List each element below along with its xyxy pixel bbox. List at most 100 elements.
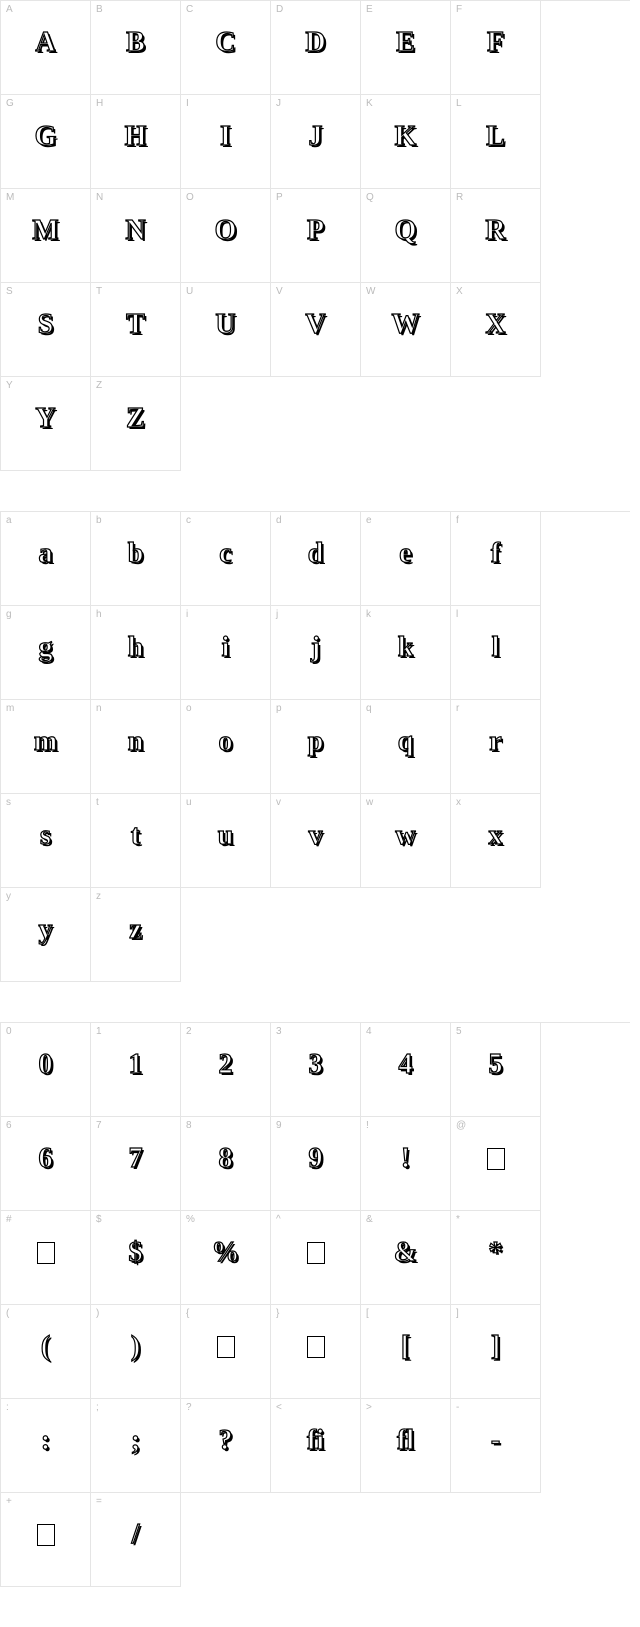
glyph: 4 <box>399 1049 413 1081</box>
cell-label: u <box>186 797 192 808</box>
cell-label: q <box>366 703 372 714</box>
glyph: 6 <box>39 1143 53 1175</box>
glyph: S <box>38 309 54 341</box>
glyph-cell: -- <box>451 1399 541 1493</box>
cell-label: k <box>366 609 371 620</box>
glyph-cell: FF <box>451 1 541 95</box>
cell-label: % <box>186 1214 195 1225</box>
cell-label: ? <box>186 1402 192 1413</box>
glyph-cell: 99 <box>271 1117 361 1211</box>
glyph: h <box>128 632 144 664</box>
glyph-cell: =/ <box>91 1493 181 1587</box>
cell-label: D <box>276 4 283 15</box>
glyph-cell: mm <box>1 700 91 794</box>
cell-label: w <box>366 797 373 808</box>
cell-label: } <box>276 1308 279 1319</box>
glyph-cell: KK <box>361 95 451 189</box>
cell-label: * <box>456 1214 460 1225</box>
glyph: 1 <box>129 1049 143 1081</box>
glyph-cell: PP <box>271 189 361 283</box>
glyph: & <box>394 1237 417 1269</box>
glyph: Z <box>126 403 145 435</box>
character-map-root: AABBCCDDEEFFGGHHIIJJKKLLMMNNOOPPQQRRSSTT… <box>0 0 640 1587</box>
glyph: 5 <box>489 1049 503 1081</box>
glyph-cell: YY <box>1 377 91 471</box>
empty-glyph-box <box>37 1524 55 1546</box>
glyph-cell: # <box>1 1211 91 1305</box>
glyph: g <box>39 632 53 664</box>
cell-label: 9 <box>276 1120 282 1131</box>
glyph-cell: !! <box>361 1117 451 1211</box>
glyph: k <box>398 632 414 664</box>
cell-label: h <box>96 609 102 620</box>
cell-label: # <box>6 1214 12 1225</box>
cell-label: A <box>6 4 13 15</box>
glyph: K <box>395 121 417 153</box>
cell-label: 8 <box>186 1120 192 1131</box>
cell-label: e <box>366 515 372 526</box>
glyph: T <box>126 309 145 341</box>
cell-label: 2 <box>186 1026 192 1037</box>
glyph-cell: 77 <box>91 1117 181 1211</box>
cell-label: f <box>456 515 459 526</box>
glyph: r <box>489 726 501 758</box>
glyph: n <box>128 726 144 758</box>
glyph: 7 <box>129 1143 143 1175</box>
cell-label: X <box>456 286 463 297</box>
glyph-cell: DD <box>271 1 361 95</box>
glyph: 8 <box>219 1143 233 1175</box>
glyph: w <box>395 820 415 852</box>
glyph: N <box>125 215 145 247</box>
glyph-cell: LL <box>451 95 541 189</box>
glyph-cell: %% <box>181 1211 271 1305</box>
glyph: fi <box>307 1425 324 1457</box>
glyph: t <box>131 820 140 852</box>
glyph-cell: >fl <box>361 1399 451 1493</box>
glyph: R <box>485 215 505 247</box>
cell-label: Z <box>96 380 102 391</box>
glyph-cell: ss <box>1 794 91 888</box>
glyph: ) <box>131 1331 140 1363</box>
glyph: I <box>220 121 231 153</box>
cell-label: S <box>6 286 13 297</box>
glyph: J <box>309 121 323 153</box>
glyph-cell: XX <box>451 283 541 377</box>
cell-label: 7 <box>96 1120 102 1131</box>
glyph: ] <box>491 1331 500 1363</box>
section-symbols: 00112233445566778899!!@#$$%%^&&**(()){}[… <box>0 1022 640 1587</box>
glyph-cell: :: <box>1 1399 91 1493</box>
cell-label: & <box>366 1214 373 1225</box>
glyph-cell: 55 <box>451 1023 541 1117</box>
glyph: z <box>129 914 141 946</box>
empty-glyph-box <box>37 1242 55 1264</box>
glyph: m <box>34 726 57 758</box>
glyph: B <box>126 27 145 59</box>
cell-label: 4 <box>366 1026 372 1037</box>
cell-label: t <box>96 797 99 808</box>
glyph: Q <box>395 215 417 247</box>
glyph-cell: zz <box>91 888 181 982</box>
glyph-cell: 66 <box>1 1117 91 1211</box>
glyph: D <box>305 27 325 59</box>
glyph: l <box>492 632 500 664</box>
glyph-cell: ;; <box>91 1399 181 1493</box>
glyph-cell: ^ <box>271 1211 361 1305</box>
glyph: U <box>215 309 235 341</box>
glyph: P <box>307 215 324 247</box>
cell-label: - <box>456 1402 459 1413</box>
glyph-cell: } <box>271 1305 361 1399</box>
glyph: ; <box>131 1425 140 1457</box>
glyph: V <box>305 309 325 341</box>
glyph: $ <box>129 1237 143 1269</box>
glyph: / <box>132 1519 140 1551</box>
section-uppercase: AABBCCDDEEFFGGHHIIJJKKLLMMNNOOPPQQRRSSTT… <box>0 0 640 471</box>
glyph: u <box>218 820 234 852</box>
empty-glyph-box <box>217 1336 235 1358</box>
cell-label: v <box>276 797 281 808</box>
cell-label: W <box>366 286 375 297</box>
cell-label: O <box>186 192 194 203</box>
glyph: O <box>215 215 237 247</box>
glyph-cell: ]] <box>451 1305 541 1399</box>
glyph-cell: GG <box>1 95 91 189</box>
cell-label: U <box>186 286 193 297</box>
